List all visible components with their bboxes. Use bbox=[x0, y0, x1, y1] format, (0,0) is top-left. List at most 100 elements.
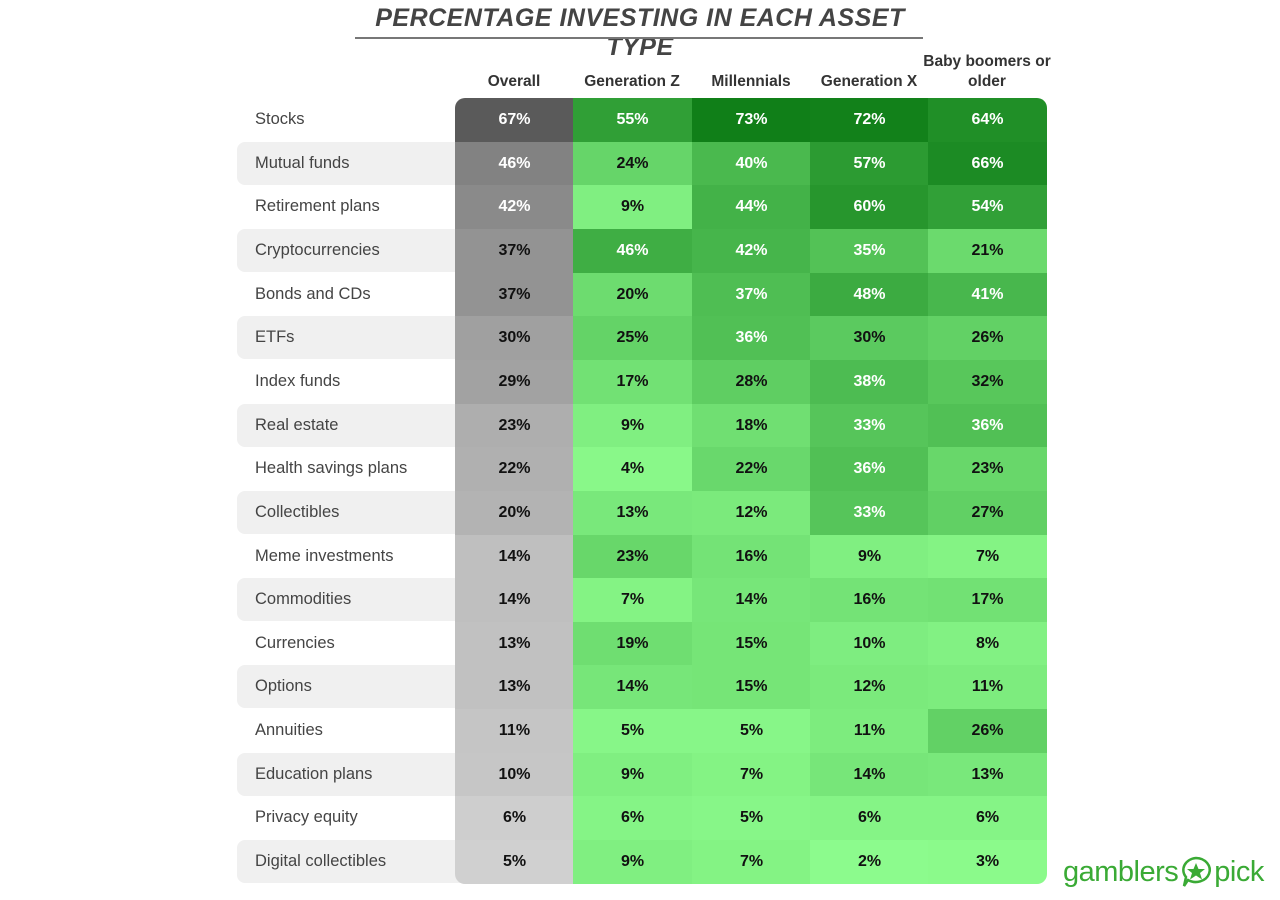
row-stripe bbox=[237, 228, 477, 272]
heatmap-cell: 20% bbox=[455, 490, 574, 535]
heatmap-cell: 36% bbox=[928, 403, 1047, 448]
heatmap-cell: 5% bbox=[573, 709, 692, 754]
heatmap-cell: 27% bbox=[928, 490, 1047, 535]
row-label: Currencies bbox=[255, 633, 335, 652]
heatmap-cell: 20% bbox=[573, 272, 692, 317]
heatmap-cell: 30% bbox=[455, 316, 574, 361]
heatmap-cell: 9% bbox=[573, 752, 692, 797]
heatmap-cell: 36% bbox=[692, 316, 811, 361]
row-label: Privacy equity bbox=[255, 808, 358, 827]
heatmap-cell: 14% bbox=[692, 578, 811, 623]
heatmap-cell: 18% bbox=[692, 403, 811, 448]
heatmap-cell: 2% bbox=[810, 840, 929, 884]
heatmap-cell: 54% bbox=[928, 185, 1047, 230]
heatmap-cell: 6% bbox=[928, 796, 1047, 841]
title-underline bbox=[355, 37, 923, 39]
heatmap-cell: 22% bbox=[692, 447, 811, 492]
row-label: Education plans bbox=[255, 764, 373, 783]
row-stripe bbox=[237, 403, 477, 447]
row-stripe bbox=[237, 665, 477, 709]
heatmap-cell: 16% bbox=[810, 578, 929, 623]
heatmap-cell: 73% bbox=[692, 98, 811, 142]
heatmap-cell: 40% bbox=[692, 141, 811, 186]
row-label: Real estate bbox=[255, 415, 339, 434]
heatmap-cell: 10% bbox=[455, 752, 574, 797]
heatmap-cell: 5% bbox=[455, 840, 574, 884]
heatmap-cell: 6% bbox=[810, 796, 929, 841]
heatmap-cell: 5% bbox=[692, 709, 811, 754]
logo-text-left: gamblers bbox=[1063, 855, 1179, 888]
heatmap-cell: 11% bbox=[810, 709, 929, 754]
heatmap-cell: 24% bbox=[573, 141, 692, 186]
row-label: Bonds and CDs bbox=[255, 284, 371, 303]
row-stripe bbox=[237, 490, 477, 534]
heatmap-cell: 28% bbox=[692, 359, 811, 404]
logo-text-right: pick bbox=[1214, 855, 1264, 888]
heatmap-cell: 13% bbox=[573, 490, 692, 535]
heatmap-cell: 55% bbox=[573, 98, 692, 142]
heatmap-cell: 12% bbox=[692, 490, 811, 535]
heatmap-cell: 23% bbox=[455, 403, 574, 448]
heatmap-cell: 37% bbox=[692, 272, 811, 317]
row-stripe bbox=[237, 752, 477, 796]
heatmap-cell: 36% bbox=[810, 447, 929, 492]
heatmap-cell: 67% bbox=[455, 98, 574, 142]
heatmap-cell: 37% bbox=[455, 228, 574, 273]
heatmap-cell: 13% bbox=[455, 621, 574, 666]
row-label: Commodities bbox=[255, 590, 352, 609]
heatmap-cell: 14% bbox=[810, 752, 929, 797]
heatmap-cell: 42% bbox=[455, 185, 574, 230]
heatmap-cell: 60% bbox=[810, 185, 929, 230]
heatmap-cell: 26% bbox=[928, 709, 1047, 754]
heatmap-cell: 13% bbox=[455, 665, 574, 710]
heatmap-cell: 32% bbox=[928, 359, 1047, 404]
row-label: Options bbox=[255, 677, 312, 696]
row-label: ETFs bbox=[255, 328, 295, 347]
heatmap-cell: 46% bbox=[573, 228, 692, 273]
row-label: Digital collectibles bbox=[255, 852, 387, 871]
heatmap-cell: 12% bbox=[810, 665, 929, 710]
row-label: Retirement plans bbox=[255, 197, 380, 216]
heatmap-cell: 17% bbox=[928, 578, 1047, 623]
column-header: Millennials bbox=[711, 73, 791, 90]
column-header: Generation Z bbox=[584, 73, 680, 90]
heatmap-cell: 4% bbox=[573, 447, 692, 492]
heatmap-cell: 23% bbox=[573, 534, 692, 579]
heatmap-cell: 22% bbox=[455, 447, 574, 492]
heatmap-cell: 9% bbox=[810, 534, 929, 579]
heatmap-grid: 67% 55% 73% 72% 64% 46% 24% 40% 57% 66% 42% 9% 44% 60… bbox=[455, 98, 1047, 884]
heatmap-cell: 11% bbox=[455, 709, 574, 754]
heatmap-cell: 6% bbox=[573, 796, 692, 841]
heatmap-cell: 19% bbox=[573, 621, 692, 666]
heatmap-cell: 35% bbox=[810, 228, 929, 273]
heatmap-cell: 29% bbox=[455, 359, 574, 404]
heatmap-cell: 3% bbox=[928, 840, 1047, 884]
heatmap-cell: 48% bbox=[810, 272, 929, 317]
row-label: Index funds bbox=[255, 371, 341, 390]
row-label: Cryptocurrencies bbox=[255, 240, 380, 259]
heatmap-cell: 66% bbox=[928, 141, 1047, 186]
heatmap-cell: 37% bbox=[455, 272, 574, 317]
row-label: Annuities bbox=[255, 721, 323, 740]
heatmap-cell: 25% bbox=[573, 316, 692, 361]
heatmap-cell: 15% bbox=[692, 665, 811, 710]
heatmap-cell: 44% bbox=[692, 185, 811, 230]
heatmap-cell: 57% bbox=[810, 141, 929, 186]
row-label: Health savings plans bbox=[255, 459, 408, 478]
heatmap-cell: 14% bbox=[455, 578, 574, 623]
heatmap-cell: 38% bbox=[810, 359, 929, 404]
heatmap-cell: 9% bbox=[573, 403, 692, 448]
heatmap-cell: 5% bbox=[692, 796, 811, 841]
heatmap-cell: 7% bbox=[573, 578, 692, 623]
heatmap-cell: 64% bbox=[928, 98, 1047, 142]
heatmap-cell: 9% bbox=[573, 840, 692, 884]
heatmap-cell: 7% bbox=[692, 752, 811, 797]
column-header: Overall bbox=[487, 73, 541, 90]
heatmap-cell: 15% bbox=[692, 621, 811, 666]
heatmap-cell: 11% bbox=[928, 665, 1047, 710]
row-label: Mutual funds bbox=[255, 153, 350, 172]
heatmap-cell: 14% bbox=[573, 665, 692, 710]
heatmap-cell: 72% bbox=[810, 98, 929, 142]
heatmap-cell: 23% bbox=[928, 447, 1047, 492]
heatmap-cell: 21% bbox=[928, 228, 1047, 273]
